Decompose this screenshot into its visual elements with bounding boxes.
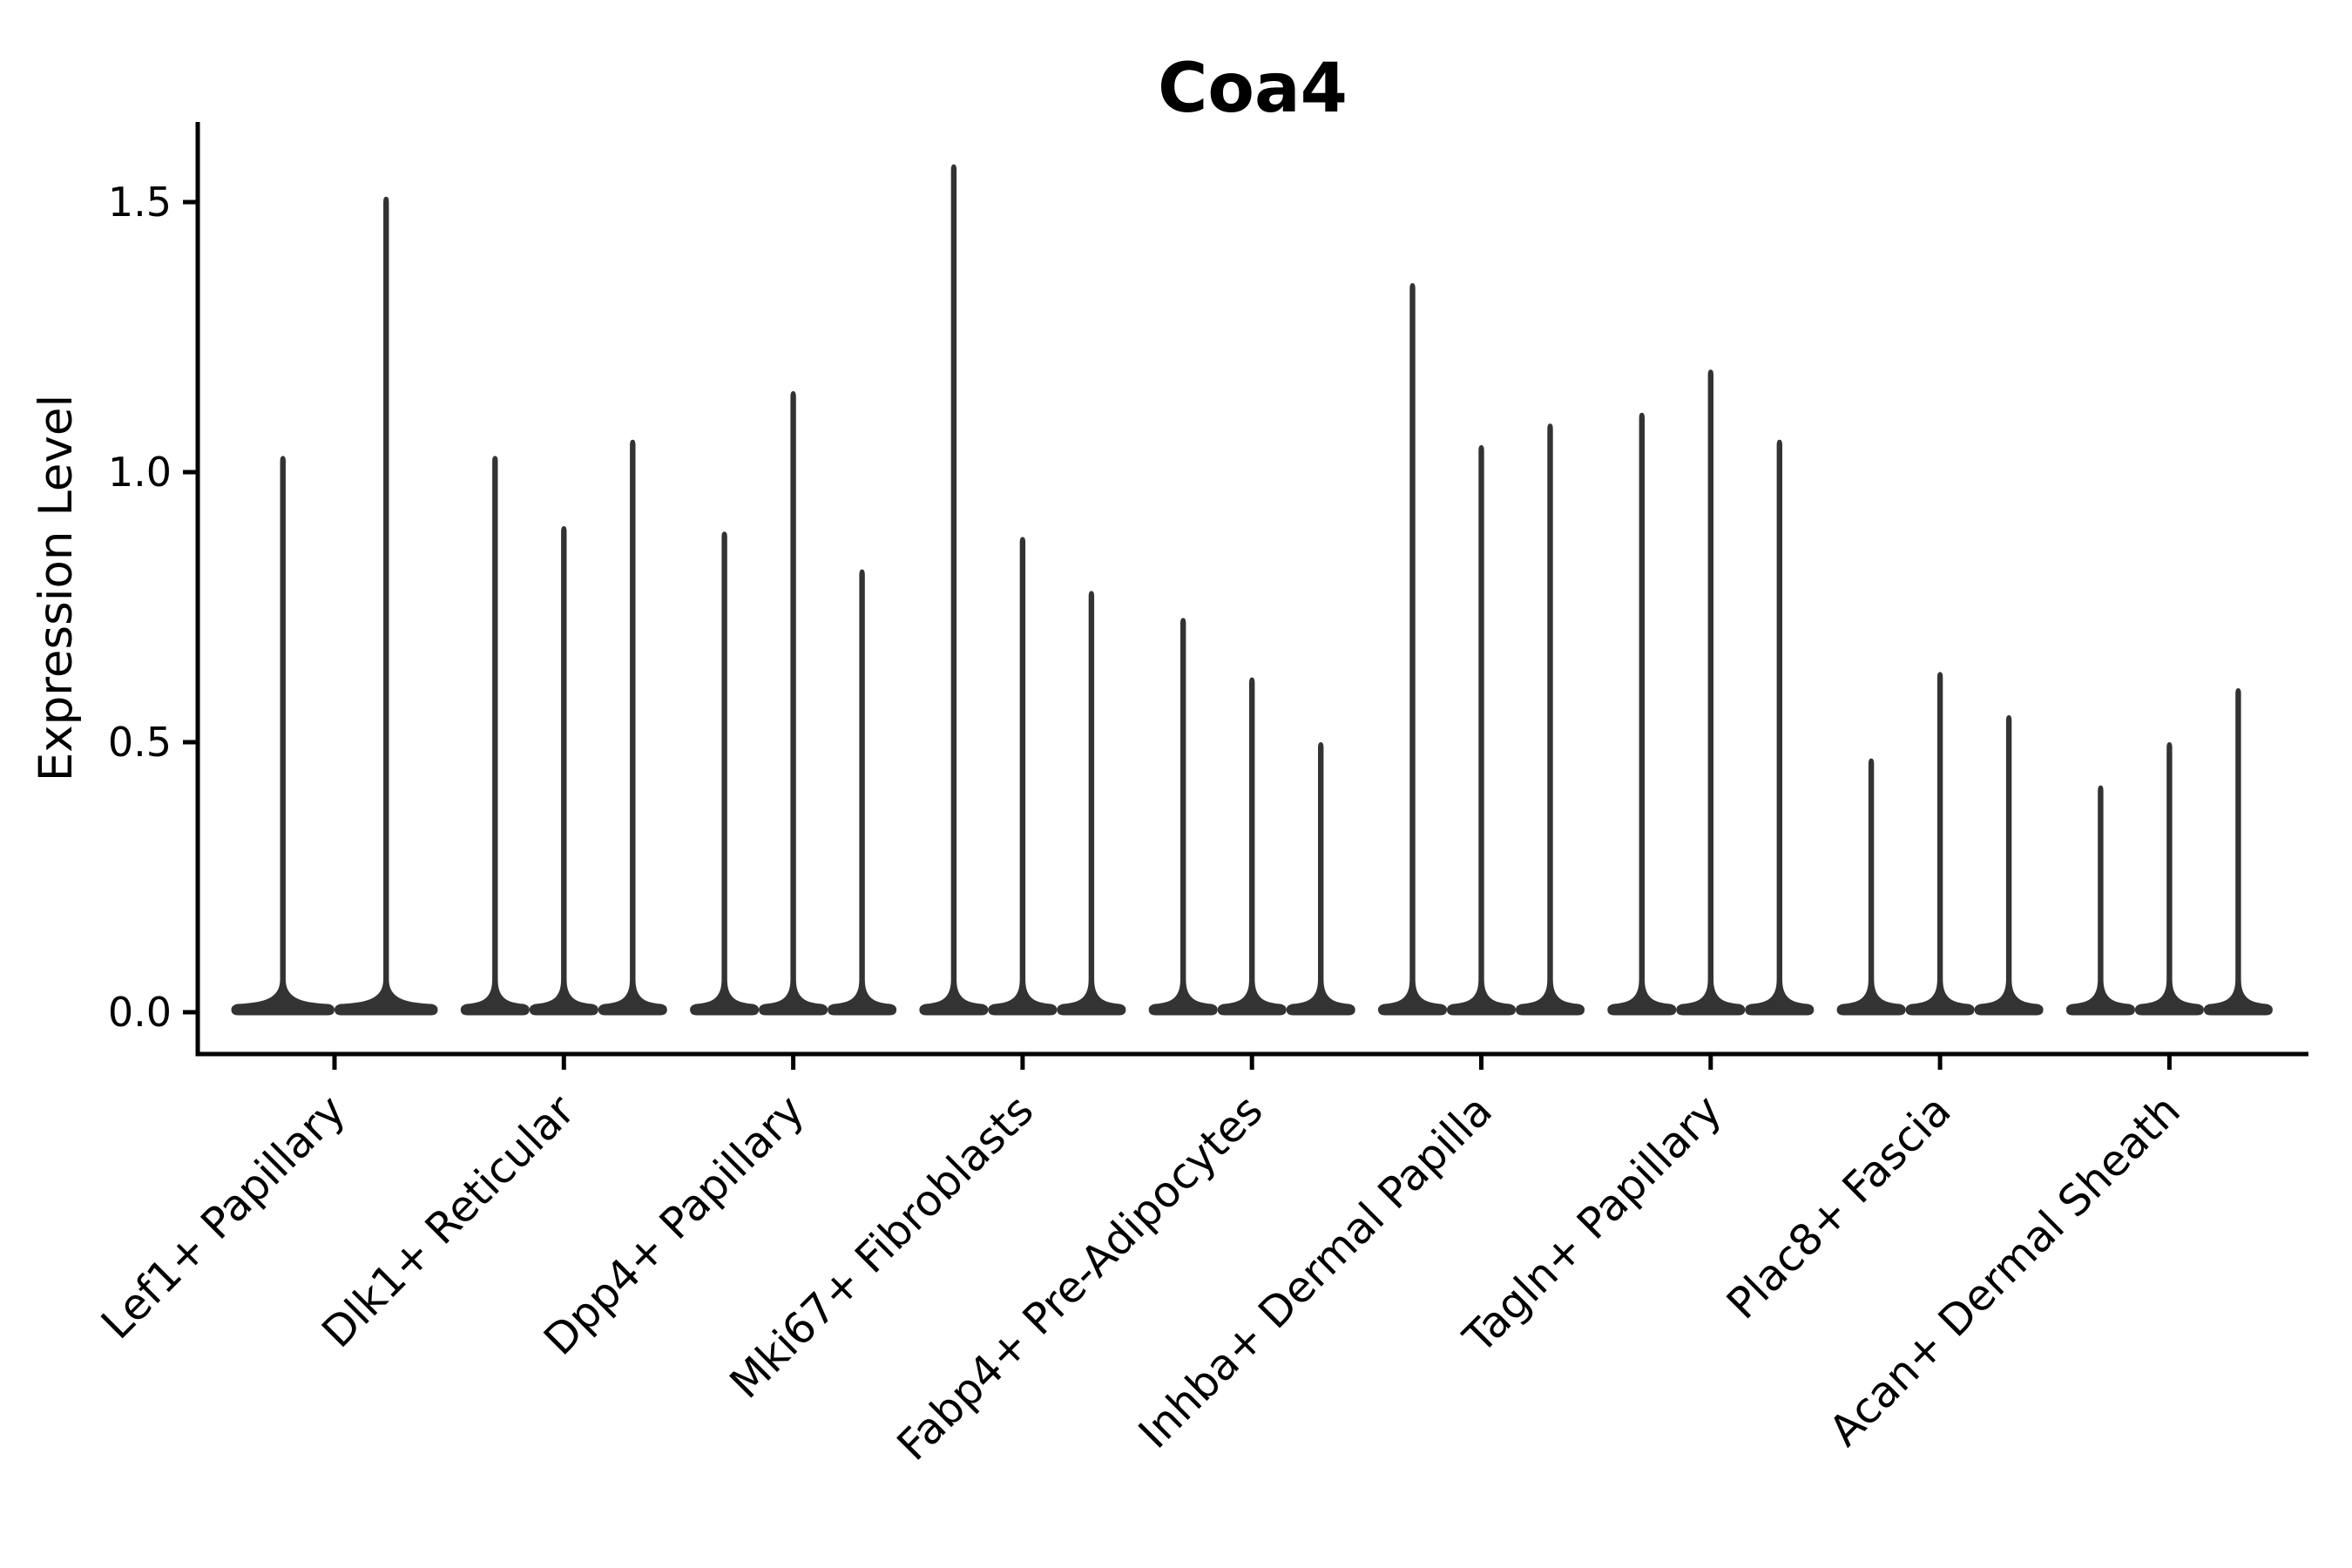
x-tick-label-4: Fabp4+ Pre-Adipocytes — [888, 1085, 1273, 1470]
violin-4-1 — [1217, 677, 1287, 1016]
violin-4-2 — [1286, 742, 1355, 1016]
violin-5-0 — [1378, 283, 1447, 1016]
violin-1-1 — [529, 526, 598, 1016]
y-tick-label-2: 1.0 — [108, 449, 172, 496]
violin-4-0 — [1148, 618, 1218, 1016]
chart-title: Coa4 — [1158, 50, 1348, 128]
violin-0-0 — [231, 456, 335, 1016]
violin-3-2 — [1057, 591, 1126, 1016]
violin-1-0 — [460, 456, 530, 1016]
violin-8-0 — [2065, 785, 2135, 1016]
y-axis-ticks: 0.0 0.5 1.0 1.5 — [108, 179, 196, 1036]
violin-0-1 — [335, 196, 438, 1016]
violin-8-2 — [2203, 688, 2273, 1016]
violin-3-1 — [988, 537, 1058, 1016]
violin-6-0 — [1607, 412, 1677, 1016]
violin-2-0 — [690, 531, 760, 1016]
violin-3-0 — [919, 164, 989, 1016]
violin-5-1 — [1447, 445, 1516, 1016]
violin-6-1 — [1676, 369, 1746, 1016]
violin-6-2 — [1745, 439, 1815, 1016]
violin-8-1 — [2134, 742, 2204, 1016]
x-tick-label-7: Plac8+ Fascia — [1717, 1085, 1960, 1328]
violin-5-2 — [1516, 423, 1585, 1016]
violin-2-1 — [759, 391, 828, 1016]
y-tick-label-3: 1.5 — [108, 179, 172, 226]
violin-2-2 — [828, 569, 897, 1016]
violins-layer — [231, 164, 2273, 1016]
y-tick-label-0: 0.0 — [108, 989, 172, 1036]
x-tick-label-0: Lef1+ Papillary — [91, 1085, 355, 1348]
y-axis-label: Expression Level — [30, 395, 83, 781]
x-tick-label-1: Dlk1+ Reticular — [313, 1085, 585, 1358]
violin-7-1 — [1905, 672, 1975, 1016]
violin-7-0 — [1836, 758, 1906, 1016]
y-tick-label-1: 0.5 — [108, 719, 172, 766]
violin-1-2 — [598, 439, 667, 1016]
violin-7-2 — [1974, 715, 2044, 1016]
